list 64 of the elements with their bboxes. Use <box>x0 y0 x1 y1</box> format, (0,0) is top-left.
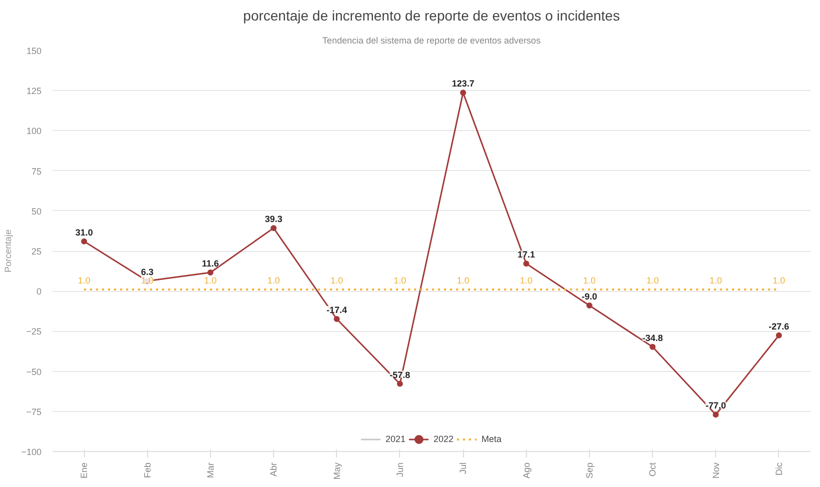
data-label: -34.8 <box>642 332 663 343</box>
y-tick-label: 100 <box>26 126 42 136</box>
data-label: 1.0 <box>267 275 280 286</box>
y-tick-label: −25 <box>26 326 42 337</box>
point <box>460 90 466 96</box>
y-tick-label: 150 <box>26 46 42 56</box>
data-label: 6.3 <box>140 266 154 277</box>
chart-subtitle: Tendencia del sistema de reporte de eventos adversos <box>322 36 542 46</box>
data-label: 1.0 <box>520 275 533 286</box>
x-tick-label: Ago <box>521 462 532 479</box>
x-tick-label: Jun <box>394 462 405 478</box>
legend-label: Meta <box>482 434 502 444</box>
point <box>650 344 656 350</box>
point <box>396 380 403 387</box>
point <box>586 302 592 309</box>
data-label: 31.0 <box>75 227 93 238</box>
y-tick-label: 125 <box>26 86 42 96</box>
legend-label: 2021 <box>385 434 406 444</box>
x-tick-label: Abr <box>268 462 279 477</box>
data-label: 1.0 <box>646 275 659 286</box>
x-tick-label: Oct <box>648 462 658 476</box>
data-label: 1.0 <box>772 275 786 286</box>
x-tick-label: Ene <box>79 462 90 479</box>
point <box>523 260 530 267</box>
data-label: 1.0 <box>583 275 596 286</box>
x-tick-label: Jul <box>458 462 468 474</box>
point <box>776 332 782 338</box>
data-label: 17.1 <box>517 250 536 260</box>
data-label: 39.3 <box>264 214 282 224</box>
y-tick-label: 50 <box>31 206 42 216</box>
data-label: -77.0 <box>705 400 726 411</box>
data-label: 1.0 <box>330 275 344 286</box>
x-tick-label: Dic <box>774 462 784 476</box>
data-label: -57.8 <box>390 370 410 380</box>
y-tick-label: −100 <box>21 447 42 457</box>
x-tick-label: Nov <box>710 462 721 479</box>
data-label: 123.7 <box>452 78 474 89</box>
data-label: 1.0 <box>394 275 406 286</box>
point <box>712 412 719 418</box>
point <box>334 316 340 322</box>
legend-label: 2022 <box>433 434 454 444</box>
y-tick-label: 25 <box>31 246 42 256</box>
data-label: 1.0 <box>140 275 154 286</box>
data-label: 1.0 <box>204 275 217 286</box>
y-tick-label: −75 <box>26 406 42 417</box>
data-label: 1.0 <box>78 275 90 286</box>
point <box>81 238 88 244</box>
chart-title: porcentaje de incremento de reporte de eventos o incidentes <box>243 8 620 24</box>
y-tick-label: 75 <box>31 166 42 176</box>
x-tick-label: Feb <box>142 462 152 478</box>
y-axis-title: Porcentaje <box>3 229 14 273</box>
x-tick-label: Mar <box>205 462 216 478</box>
data-label: 11.6 <box>202 258 219 268</box>
data-label: -17.4 <box>326 305 348 316</box>
point <box>207 270 214 276</box>
y-tick-label: −50 <box>26 366 42 377</box>
x-tick-label: Sep <box>584 462 594 479</box>
x-tick-label: May <box>332 462 342 480</box>
y-tick-label: 0 <box>36 286 42 297</box>
data-label: 1.0 <box>456 275 470 286</box>
point <box>270 225 277 232</box>
data-label: -9.0 <box>582 292 598 302</box>
data-label: -27.6 <box>768 321 790 332</box>
data-label: 1.0 <box>709 275 722 286</box>
